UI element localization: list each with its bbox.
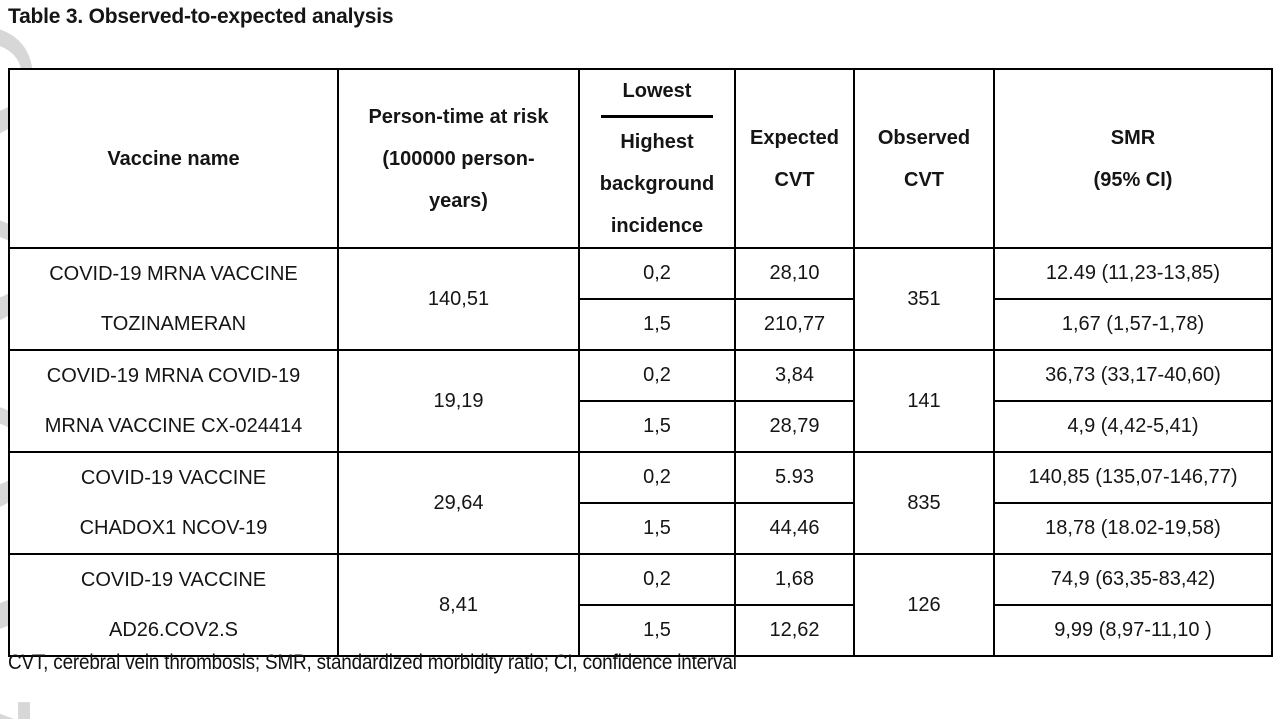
expected-high-cell: 44,46 (734, 502, 855, 555)
vaccine-name-cell: COVID-19 MRNA VACCINE TOZINAMERAN (8, 247, 339, 351)
vaccine-name-cell: COVID-19 VACCINE CHADOX1 NCOV-19 (8, 451, 339, 555)
incidence-high-cell: 1,5 (578, 604, 736, 657)
vaccine-name-cell: COVID-19 MRNA COVID-19 MRNA VACCINE CX-0… (8, 349, 339, 453)
smr-high-cell: 1,67 (1,57-1,78) (993, 298, 1273, 351)
smr-low-cell: 74,9 (63,35-83,42) (993, 553, 1273, 606)
observed-cvt-cell: 351 (853, 247, 995, 351)
incidence-high-cell: 1,5 (578, 502, 736, 555)
header-label: (100000 person- (382, 147, 535, 170)
header-label: Lowest (622, 80, 692, 102)
smr-low-cell: 12.49 (11,23-13,85) (993, 247, 1273, 300)
col-header-smr: SMR (95% CI) (993, 68, 1273, 249)
observed-cvt-cell: 126 (853, 553, 995, 657)
smr-high-cell: 18,78 (18.02-19,58) (993, 502, 1273, 555)
header-label: (95% CI) (1093, 168, 1173, 191)
table-row: COVID-19 MRNA VACCINE TOZINAMERAN 140,51… (8, 247, 1273, 351)
incidence-low-cell: 0,2 (578, 451, 736, 504)
header-label: background (599, 173, 715, 195)
col-header-observed-cvt: Observed CVT (853, 68, 995, 249)
expected-high-cell: 28,79 (734, 400, 855, 453)
header-label: SMR (1110, 126, 1156, 149)
table-row: 1,5 44,46 18,78 (18.02-19,58) (9, 502, 1273, 555)
header-label: CVT (904, 168, 944, 191)
table-row: COVID-19 MRNA COVID-19 MRNA VACCINE CX-0… (8, 349, 1273, 453)
incidence-low-cell: 0,2 (578, 553, 736, 606)
header-label: Vaccine name (107, 147, 240, 170)
header-label: Highest (620, 131, 694, 153)
table-title: Table 3. Observed-to-expected analysis (8, 5, 394, 28)
incidence-high-cell: 1,5 (578, 298, 736, 351)
col-header-background-incidence: Lowest Highest background incidence (578, 68, 736, 249)
person-time-cell: 19,19 (337, 349, 580, 453)
table-row: COVID-19 VACCINE CHADOX1 NCOV-19 29,64 0… (8, 451, 1273, 555)
observed-cvt-cell: 835 (853, 451, 995, 555)
observed-to-expected-table: Vaccine name Person-time at risk (100000… (8, 68, 1273, 657)
col-header-person-time: Person-time at risk (100000 person- year… (337, 68, 580, 249)
person-time-cell: 8,41 (337, 553, 580, 657)
vaccine-name-line: COVID-19 MRNA COVID-19 (46, 365, 301, 387)
smr-high-cell: 9,99 (8,97-11,10 ) (993, 604, 1273, 657)
incidence-low-cell: 0,2 (578, 349, 736, 402)
expected-low-cell: 1,68 (734, 553, 855, 606)
vaccine-name-line: COVID-19 VACCINE (80, 467, 267, 489)
vaccine-name-line: TOZINAMERAN (100, 313, 247, 335)
expected-high-cell: 12,62 (734, 604, 855, 657)
fraction-divider-line (601, 115, 713, 118)
vaccine-name-line: COVID-19 MRNA VACCINE (49, 263, 298, 285)
table-row: 1,5 210,77 1,67 (1,57-1,78) (9, 298, 1273, 351)
vaccine-name-line: AD26.COV2.S (109, 619, 238, 641)
header-row: Vaccine name Person-time at risk (100000… (8, 68, 1273, 249)
vaccine-name-line: CHADOX1 NCOV-19 (79, 517, 268, 539)
col-header-expected-cvt: Expected CVT (734, 68, 855, 249)
person-time-cell: 140,51 (337, 247, 580, 351)
vaccine-name-cell: COVID-19 VACCINE AD26.COV2.S (8, 553, 339, 657)
header-label: CVT (774, 168, 815, 191)
table-footnote: CVT, cerebral vein thrombosis; SMR, stan… (8, 651, 737, 674)
smr-low-cell: 36,73 (33,17-40,60) (993, 349, 1273, 402)
table-row: 1,5 28,79 4,9 (4,42-5,41) (9, 400, 1273, 453)
vaccine-name-line: COVID-19 VACCINE (80, 569, 267, 591)
header-label: incidence (610, 215, 704, 237)
table-row: 1,5 12,62 9,99 (8,97-11,10 ) (9, 604, 1273, 657)
header-label: years) (429, 189, 488, 212)
col-header-vaccine-name: Vaccine name (8, 68, 339, 249)
header-label: Observed (877, 126, 971, 149)
smr-low-cell: 140,85 (135,07-146,77) (993, 451, 1273, 504)
expected-high-cell: 210,77 (734, 298, 855, 351)
expected-low-cell: 3,84 (734, 349, 855, 402)
person-time-cell: 29,64 (337, 451, 580, 555)
header-label: Expected (750, 126, 839, 149)
smr-high-cell: 4,9 (4,42-5,41) (993, 400, 1273, 453)
expected-low-cell: 28,10 (734, 247, 855, 300)
incidence-low-cell: 0,2 (578, 247, 736, 300)
vaccine-name-line: MRNA VACCINE CX-024414 (44, 415, 303, 437)
table-row: COVID-19 VACCINE AD26.COV2.S 8,41 0,2 1,… (8, 553, 1273, 657)
observed-cvt-cell: 141 (853, 349, 995, 453)
expected-low-cell: 5.93 (734, 451, 855, 504)
header-label: Person-time at risk (368, 105, 549, 128)
incidence-high-cell: 1,5 (578, 400, 736, 453)
